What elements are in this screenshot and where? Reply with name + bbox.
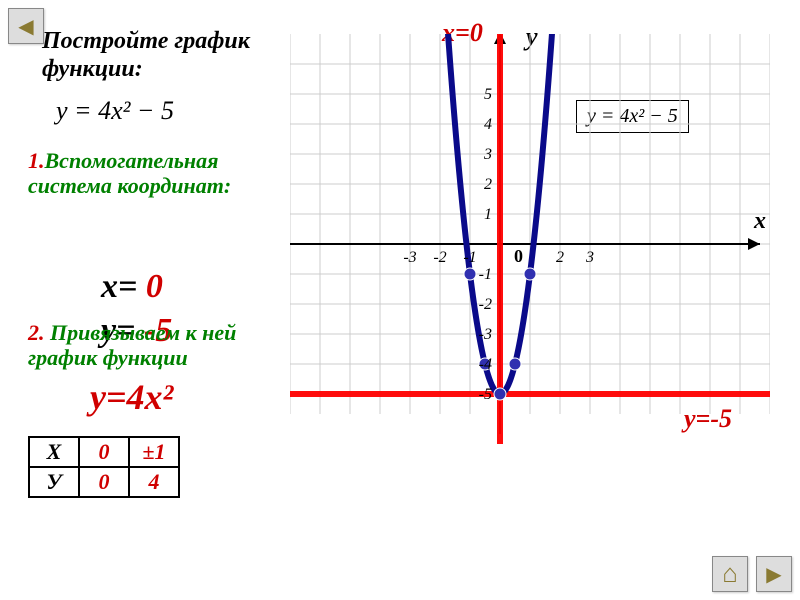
svg-text:2: 2 bbox=[484, 176, 492, 193]
svg-text:-5: -5 bbox=[479, 386, 492, 403]
svg-text:2: 2 bbox=[556, 249, 564, 266]
step1-text: Вспомогательная система координат: bbox=[28, 148, 231, 198]
curve-eq: у=4х² bbox=[90, 376, 173, 418]
svg-text:5: 5 bbox=[484, 86, 492, 103]
svg-text:-3: -3 bbox=[403, 249, 416, 266]
th-x: Х bbox=[29, 437, 79, 467]
cell-x1: ±1 bbox=[129, 437, 179, 467]
home-icon: ⌂ bbox=[722, 559, 738, 589]
back-button[interactable]: ◀ bbox=[8, 8, 44, 44]
svg-text:1: 1 bbox=[484, 206, 492, 223]
svg-text:-3: -3 bbox=[479, 326, 492, 343]
title: Постройте график функции: bbox=[42, 28, 302, 83]
svg-text:-1: -1 bbox=[463, 249, 476, 266]
svg-text:3: 3 bbox=[483, 146, 492, 163]
svg-text:3: 3 bbox=[585, 249, 594, 266]
svg-text:0: 0 bbox=[514, 246, 523, 266]
svg-text:-4: -4 bbox=[479, 356, 492, 373]
forward-icon: ▶ bbox=[766, 562, 781, 587]
forward-button[interactable]: ▶ bbox=[756, 556, 792, 592]
main-formula: y = 4x² − 5 bbox=[56, 96, 174, 126]
svg-text:-2: -2 bbox=[479, 296, 492, 313]
cell-y1: 4 bbox=[129, 467, 179, 497]
cell-y0: 0 bbox=[79, 467, 129, 497]
step1-num: 1. bbox=[28, 148, 45, 173]
svg-text:4: 4 bbox=[484, 116, 492, 133]
table-row: Х 0 ±1 bbox=[29, 437, 179, 467]
step2-line: 2. Привязываем к ней график функции bbox=[28, 320, 288, 371]
home-button[interactable]: ⌂ bbox=[712, 556, 748, 592]
step2-text: Привязываем к ней график функции bbox=[28, 320, 236, 370]
cell-x0: 0 bbox=[79, 437, 129, 467]
table-row: У 0 4 bbox=[29, 467, 179, 497]
svg-text:-2: -2 bbox=[433, 249, 446, 266]
th-y: У bbox=[29, 467, 79, 497]
svg-text:-1: -1 bbox=[479, 266, 492, 283]
step2-num: 2. bbox=[28, 320, 45, 345]
back-icon: ◀ bbox=[18, 14, 33, 39]
chart: -3 -2 -1 2 3 5 4 3 2 1 -1 -2 -3 -4 -5 0 bbox=[290, 34, 770, 454]
value-table: Х 0 ±1 У 0 4 bbox=[28, 436, 180, 498]
chart-svg: -3 -2 -1 2 3 5 4 3 2 1 -1 -2 -3 -4 -5 0 bbox=[290, 34, 770, 454]
step1-line: 1.Вспомогательная система координат: bbox=[28, 148, 278, 199]
